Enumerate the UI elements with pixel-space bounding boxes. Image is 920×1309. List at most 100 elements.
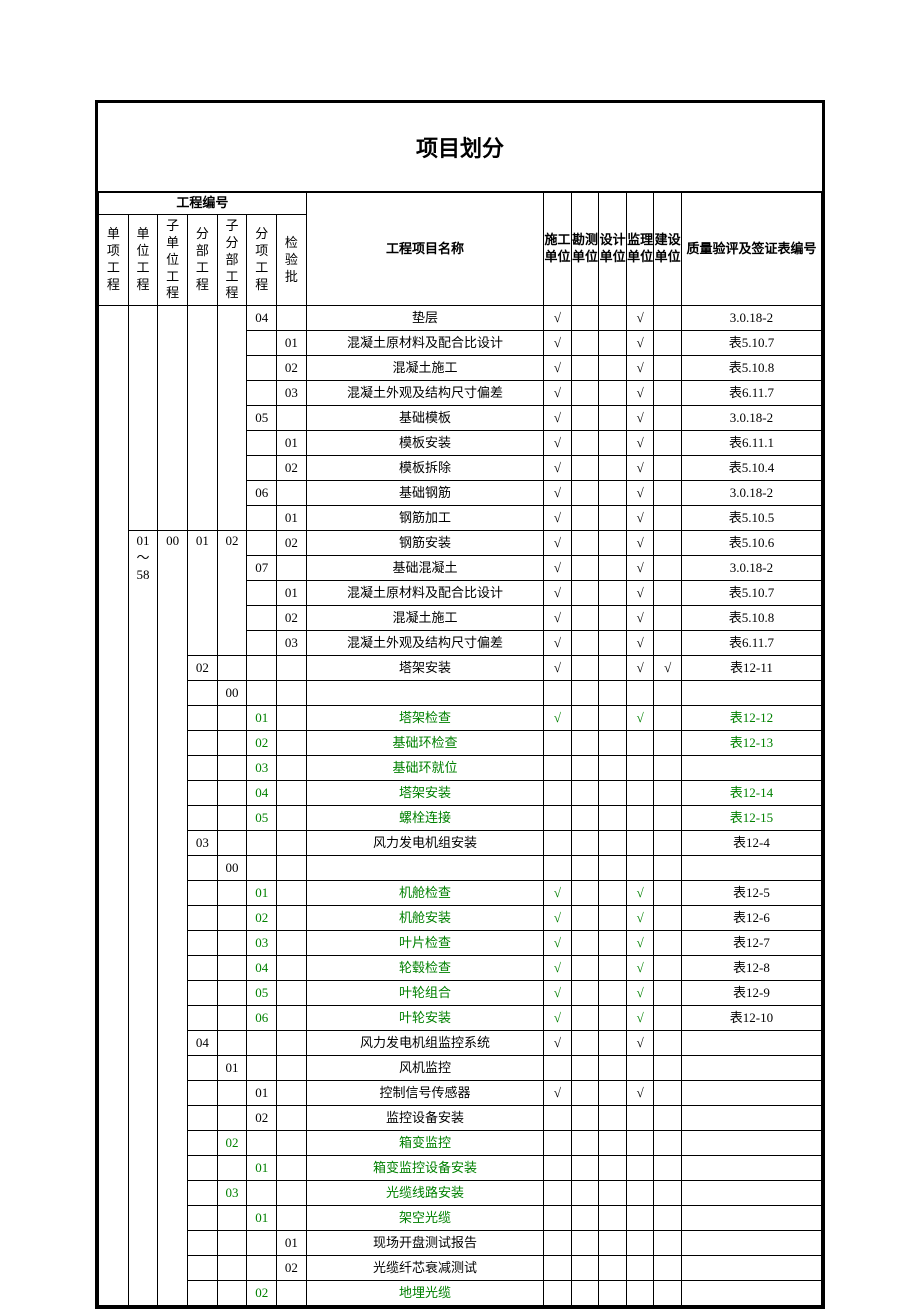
cell-c5 bbox=[217, 306, 247, 531]
cell-c4 bbox=[188, 806, 218, 831]
cell-name: 现场开盘测试报告 bbox=[306, 1231, 543, 1256]
cell-ck3 bbox=[599, 931, 627, 956]
cell-c5 bbox=[217, 1031, 247, 1056]
cell-ck3 bbox=[599, 381, 627, 406]
document-title: 项目划分 bbox=[98, 103, 822, 192]
cell-ck5 bbox=[654, 331, 682, 356]
cell-c6 bbox=[247, 431, 277, 456]
col5-header: 子分部工程 bbox=[217, 214, 247, 305]
cell-c5 bbox=[217, 1106, 247, 1131]
cell-c6: 04 bbox=[247, 781, 277, 806]
cell-c6 bbox=[247, 831, 277, 856]
cell-ck3 bbox=[599, 431, 627, 456]
cell-ck3 bbox=[599, 306, 627, 331]
cell-c5: 03 bbox=[217, 1181, 247, 1206]
cell-c6 bbox=[247, 631, 277, 656]
cell-note: 表5.10.5 bbox=[681, 506, 821, 531]
cell-c7 bbox=[277, 931, 307, 956]
cell-ck1: √ bbox=[544, 881, 572, 906]
cell-c6: 01 bbox=[247, 1206, 277, 1231]
cell-name: 基础钢筋 bbox=[306, 481, 543, 506]
cell-ck2 bbox=[571, 656, 599, 681]
ck3-header: 设计单位 bbox=[599, 193, 627, 306]
cell-note: 3.0.18-2 bbox=[681, 306, 821, 331]
cell-c6: 01 bbox=[247, 706, 277, 731]
cell-ck3 bbox=[599, 1156, 627, 1181]
cell-ck4 bbox=[626, 1181, 654, 1206]
eng-number-row: 工程编号 工程项目名称 施工单位 勘测单位 设计单位 监理单位 建设单位 质量验… bbox=[99, 193, 822, 215]
cell-c4 bbox=[188, 1156, 218, 1181]
cell-note: 表5.10.4 bbox=[681, 456, 821, 481]
cell-ck4 bbox=[626, 731, 654, 756]
cell-ck1 bbox=[544, 731, 572, 756]
cell-c4 bbox=[188, 1206, 218, 1231]
cell-ck2 bbox=[571, 606, 599, 631]
cell-ck2 bbox=[571, 931, 599, 956]
cell-ck4 bbox=[626, 1206, 654, 1231]
cell-ck2 bbox=[571, 1106, 599, 1131]
cell-c6: 02 bbox=[247, 1281, 277, 1306]
cell-ck4: √ bbox=[626, 656, 654, 681]
cell-ck5 bbox=[654, 531, 682, 556]
cell-ck5 bbox=[654, 931, 682, 956]
cell-ck2 bbox=[571, 1281, 599, 1306]
cell-c7 bbox=[277, 1106, 307, 1131]
cell-ck3 bbox=[599, 481, 627, 506]
cell-c4 bbox=[188, 1231, 218, 1256]
cell-note bbox=[681, 1131, 821, 1156]
cell-ck5 bbox=[654, 906, 682, 931]
cell-ck1 bbox=[544, 831, 572, 856]
cell-name: 塔架安装 bbox=[306, 656, 543, 681]
cell-c6 bbox=[247, 506, 277, 531]
cell-ck5 bbox=[654, 381, 682, 406]
cell-c7: 02 bbox=[277, 606, 307, 631]
document-frame: 项目划分 工程编号 工程项目名称 施工单位 勘测单位 设计单位 监理单位 建设单… bbox=[95, 100, 825, 1309]
table-row: 01风机监控 bbox=[99, 1056, 822, 1081]
cell-ck4: √ bbox=[626, 606, 654, 631]
cell-name: 机舱安装 bbox=[306, 906, 543, 931]
cell-ck4 bbox=[626, 831, 654, 856]
cell-c7 bbox=[277, 481, 307, 506]
cell-ck3 bbox=[599, 1006, 627, 1031]
cell-c7 bbox=[277, 906, 307, 931]
cell-ck4 bbox=[626, 1256, 654, 1281]
cell-c5: 00 bbox=[217, 681, 247, 706]
cell-c4 bbox=[188, 706, 218, 731]
cell-c6: 04 bbox=[247, 306, 277, 331]
cell-c7: 03 bbox=[277, 631, 307, 656]
cell-ck3 bbox=[599, 806, 627, 831]
cell-note: 表6.11.7 bbox=[681, 381, 821, 406]
cell-ck2 bbox=[571, 731, 599, 756]
cell-ck1: √ bbox=[544, 381, 572, 406]
cell-ck4: √ bbox=[626, 481, 654, 506]
division-table: 工程编号 工程项目名称 施工单位 勘测单位 设计单位 监理单位 建设单位 质量验… bbox=[98, 192, 822, 1306]
cell-note: 表5.10.7 bbox=[681, 331, 821, 356]
cell-c6: 02 bbox=[247, 906, 277, 931]
cell-note: 表6.11.1 bbox=[681, 431, 821, 456]
cell-c5 bbox=[217, 756, 247, 781]
table-row: 02塔架安装√√√表12-11 bbox=[99, 656, 822, 681]
cell-ck5 bbox=[654, 1081, 682, 1106]
cell-c4 bbox=[188, 1131, 218, 1156]
cell-ck4 bbox=[626, 806, 654, 831]
cell-ck5 bbox=[654, 506, 682, 531]
cell-c7 bbox=[277, 1281, 307, 1306]
table-row: 00 bbox=[99, 856, 822, 881]
cell-ck2 bbox=[571, 1006, 599, 1031]
cell-ck1: √ bbox=[544, 931, 572, 956]
ck4-header: 监理单位 bbox=[626, 193, 654, 306]
cell-c6: 01 bbox=[247, 1081, 277, 1106]
cell-c4 bbox=[188, 1006, 218, 1031]
cell-ck5 bbox=[654, 1006, 682, 1031]
cell-name: 混凝土原材料及配合比设计 bbox=[306, 331, 543, 356]
cell-c1 bbox=[99, 306, 129, 1306]
table-row: 01现场开盘测试报告 bbox=[99, 1231, 822, 1256]
table-row: 03光缆线路安装 bbox=[99, 1181, 822, 1206]
cell-ck4: √ bbox=[626, 1081, 654, 1106]
table-row: 06叶轮安装√√表12-10 bbox=[99, 1006, 822, 1031]
cell-ck2 bbox=[571, 756, 599, 781]
cell-c6: 07 bbox=[247, 556, 277, 581]
cell-ck4: √ bbox=[626, 906, 654, 931]
cell-c6: 02 bbox=[247, 731, 277, 756]
cell-name: 塔架检查 bbox=[306, 706, 543, 731]
